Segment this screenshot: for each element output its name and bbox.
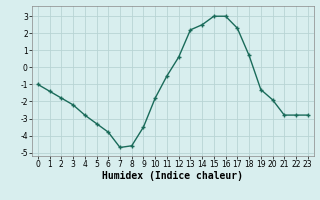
X-axis label: Humidex (Indice chaleur): Humidex (Indice chaleur) <box>102 171 243 181</box>
